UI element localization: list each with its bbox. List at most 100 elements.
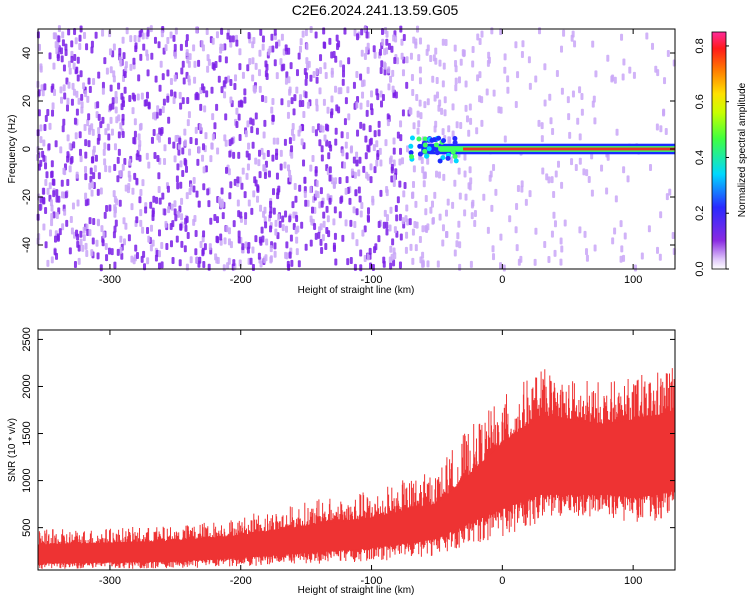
noise-cell <box>72 141 76 149</box>
noise-cell <box>158 127 162 135</box>
noise-cell <box>80 101 84 109</box>
noise-cell <box>277 213 281 221</box>
noise-cell <box>626 175 630 183</box>
noise-cell <box>366 214 370 222</box>
noise-cell <box>179 181 183 189</box>
noise-cell <box>278 220 282 228</box>
noise-cell <box>411 88 415 96</box>
noise-cell <box>59 146 63 154</box>
noise-cell <box>143 99 147 107</box>
noise-cell <box>279 163 283 171</box>
noise-cell <box>109 66 113 74</box>
noise-cell <box>321 125 325 133</box>
noise-cell <box>121 131 125 139</box>
noise-cell <box>515 244 519 252</box>
noise-cell <box>478 95 482 103</box>
carrier-blob <box>409 154 415 160</box>
noise-cell <box>365 171 369 179</box>
carrier-blob <box>453 158 459 164</box>
noise-cell <box>211 113 215 121</box>
y-tick-label: 1000 <box>21 468 33 492</box>
noise-cell <box>359 121 363 129</box>
noise-cell <box>552 211 556 219</box>
noise-cell <box>132 57 136 65</box>
noise-cell <box>101 116 105 124</box>
noise-cell <box>611 237 615 245</box>
noise-cell <box>438 59 442 67</box>
noise-cell <box>380 60 384 68</box>
noise-cell <box>42 223 46 231</box>
noise-cell <box>409 243 413 251</box>
noise-cell <box>359 102 363 110</box>
noise-cell <box>103 142 107 150</box>
noise-cell <box>380 100 384 108</box>
noise-cell <box>261 95 265 103</box>
noise-cell <box>655 123 659 131</box>
noise-cell <box>177 142 181 150</box>
noise-cell <box>113 204 117 212</box>
noise-cell <box>101 29 105 37</box>
noise-cell <box>306 101 310 109</box>
noise-cell <box>246 163 250 171</box>
noise-cell <box>379 67 383 75</box>
noise-cell <box>179 43 183 51</box>
carrier-band-peak <box>463 147 675 151</box>
noise-cell <box>272 207 276 215</box>
noise-cell <box>298 125 302 133</box>
noise-cell <box>295 86 299 94</box>
noise-cell <box>333 206 337 214</box>
noise-cell <box>178 205 182 213</box>
noise-cell <box>224 139 228 147</box>
noise-cell <box>326 106 330 114</box>
noise-cell <box>251 74 255 82</box>
noise-cell <box>88 124 92 132</box>
noise-cell <box>124 222 128 230</box>
noise-cell <box>94 154 98 162</box>
noise-cell <box>363 255 367 263</box>
noise-cell <box>392 247 396 255</box>
noise-cell <box>276 137 280 145</box>
noise-cell <box>64 49 68 57</box>
noise-cell <box>160 261 164 269</box>
noise-cell <box>103 57 107 65</box>
noise-cell <box>157 229 161 237</box>
noise-cell <box>133 94 137 102</box>
noise-cell <box>292 108 296 116</box>
noise-cell <box>399 134 403 142</box>
noise-cell <box>150 136 154 144</box>
noise-cell <box>220 187 224 195</box>
noise-cell <box>218 55 222 63</box>
noise-cell <box>295 248 299 256</box>
noise-cell <box>342 70 346 78</box>
colorbar-label: Normalized spectral amplitude <box>737 82 748 217</box>
noise-cell <box>84 192 88 200</box>
noise-cell <box>346 131 350 139</box>
noise-cell <box>516 71 520 79</box>
noise-cell <box>204 132 208 140</box>
noise-cell <box>244 130 248 138</box>
noise-cell <box>102 231 106 239</box>
noise-cell <box>84 165 88 173</box>
carrier-blob <box>408 150 414 156</box>
noise-cell <box>119 235 123 243</box>
noise-cell <box>369 176 373 184</box>
noise-cell <box>118 47 122 55</box>
noise-cell <box>131 107 135 115</box>
noise-cell <box>137 133 141 141</box>
noise-cell <box>314 232 318 240</box>
noise-cell <box>241 167 245 175</box>
carrier-blob <box>426 146 432 152</box>
noise-cell <box>152 129 156 137</box>
noise-cell <box>90 46 94 54</box>
noise-cell <box>187 78 191 86</box>
noise-cell <box>560 245 564 253</box>
noise-cell <box>235 121 239 129</box>
noise-cell <box>305 57 309 65</box>
noise-cell <box>42 196 46 204</box>
noise-cell <box>499 233 503 241</box>
noise-cell <box>189 137 193 145</box>
noise-cell <box>664 128 668 136</box>
noise-cell <box>294 195 298 203</box>
colorbar-tick-label: 0.8 <box>694 38 706 53</box>
noise-cell <box>243 96 247 104</box>
